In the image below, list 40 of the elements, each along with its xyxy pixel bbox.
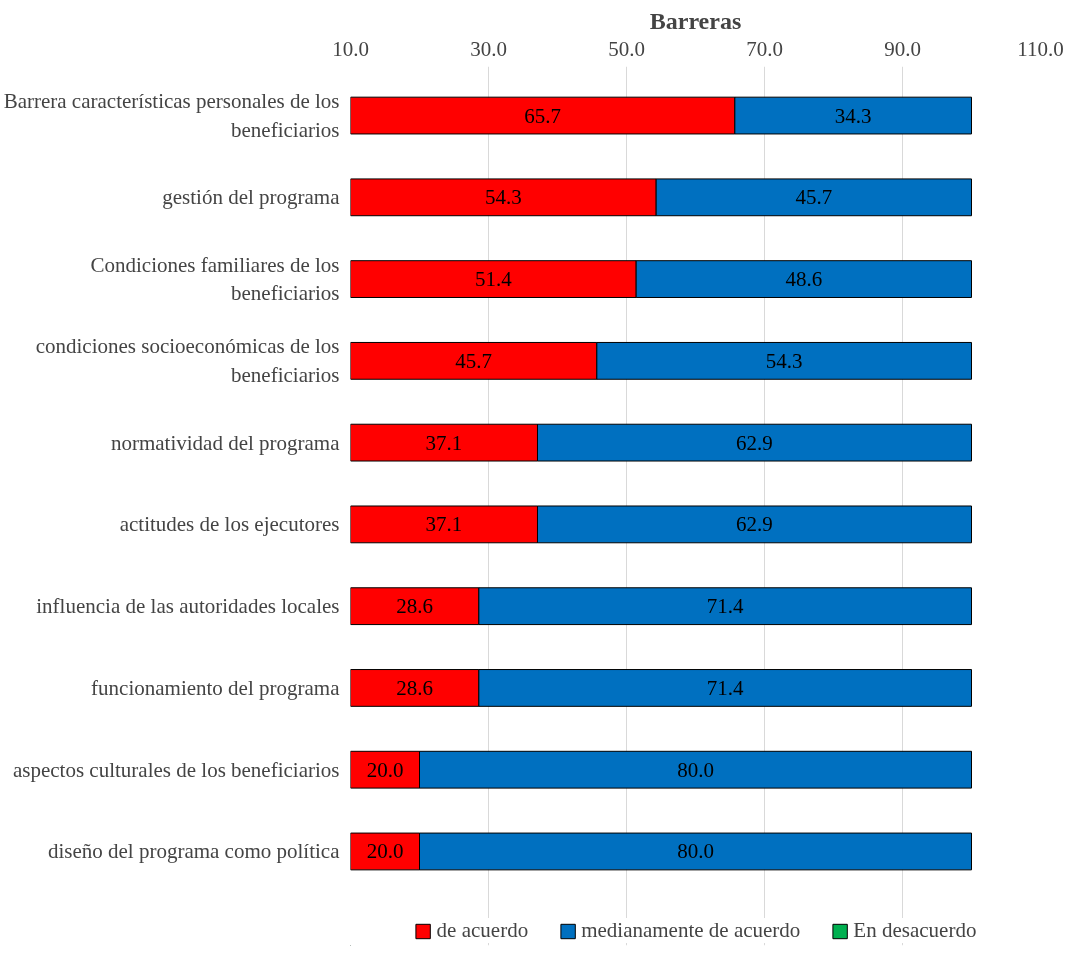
- data-label: 20.0: [366, 757, 404, 782]
- data-label: 45.7: [455, 348, 493, 373]
- y-tick-label: funcionamiento del programa: [91, 675, 341, 700]
- x-tick-label: 50.0: [608, 36, 645, 61]
- legend-label: de acuerdo: [436, 918, 529, 943]
- y-tick-label: Condiciones familiares de los beneficiarios: [90, 252, 340, 306]
- data-label: 71.4: [706, 675, 745, 700]
- y-tick-label: influencia de las autoridades locales: [36, 594, 340, 619]
- data-label: 62.9: [736, 512, 773, 537]
- data-label: 28.6: [396, 594, 434, 619]
- data-label: 28.6: [396, 675, 434, 700]
- data-label: 45.7: [795, 185, 833, 210]
- x-tick-label: 70.0: [746, 36, 783, 61]
- y-tick-label: gestión del programa: [162, 185, 341, 210]
- data-label: 37.1: [425, 512, 463, 537]
- x-tick-label: 30.0: [470, 36, 507, 61]
- data-label: 51.4: [474, 267, 513, 292]
- y-tick-label: condiciones socioeconómicas de los beneficiarios: [35, 334, 340, 388]
- data-label: 62.9: [736, 430, 773, 455]
- data-label: 34.3: [834, 103, 872, 128]
- data-label: 37.1: [425, 430, 463, 455]
- y-tick-label: diseño del programa como política: [47, 839, 341, 864]
- legend-label: En desacuerdo: [853, 918, 977, 943]
- data-label: 20.0: [366, 839, 404, 864]
- legend-label: medianamente de acuerdo: [581, 918, 801, 943]
- data-label: 54.3: [484, 185, 522, 210]
- x-tick-label: 90.0: [884, 36, 921, 61]
- data-label: 80.0: [677, 839, 714, 864]
- data-label: 54.3: [765, 348, 803, 373]
- y-tick-label: Barrera características personales de los beneficiarios: [3, 89, 340, 142]
- x-tick-label: 10.0: [332, 36, 369, 61]
- y-tick-label: actitudes de los ejecutores: [119, 512, 340, 537]
- data-label: 48.6: [785, 267, 823, 292]
- chart-title: Barreras: [649, 7, 742, 34]
- data-label: 80.0: [677, 757, 714, 782]
- y-tick-label: aspectos culturales de los beneficiarios: [12, 757, 340, 782]
- y-tick-label: normatividad del programa: [110, 430, 341, 455]
- data-label: 65.7: [524, 103, 562, 128]
- data-label: 71.4: [706, 594, 745, 619]
- x-tick-label: 110.0: [1017, 36, 1064, 61]
